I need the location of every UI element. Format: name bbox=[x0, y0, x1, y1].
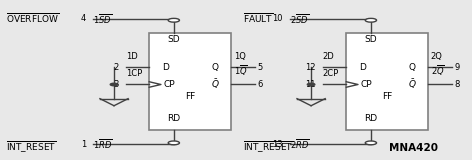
Text: 10: 10 bbox=[272, 14, 283, 23]
Text: 9: 9 bbox=[454, 63, 459, 72]
Circle shape bbox=[168, 141, 179, 145]
Circle shape bbox=[307, 83, 315, 86]
Text: $\overline{\mathrm{FAULT}}$: $\overline{\mathrm{FAULT}}$ bbox=[243, 11, 273, 25]
Text: Q: Q bbox=[211, 63, 219, 72]
Text: SD: SD bbox=[364, 35, 377, 44]
Text: 1$\overline{RD}$: 1$\overline{RD}$ bbox=[93, 137, 112, 152]
Text: 13: 13 bbox=[272, 140, 283, 149]
Circle shape bbox=[110, 83, 118, 86]
Text: $\overline{\mathrm{OVERFLOW}}$: $\overline{\mathrm{OVERFLOW}}$ bbox=[6, 11, 59, 25]
Text: 8: 8 bbox=[454, 80, 460, 89]
Circle shape bbox=[365, 18, 377, 22]
Text: 4: 4 bbox=[81, 14, 86, 23]
Text: $\bar{Q}$: $\bar{Q}$ bbox=[408, 78, 416, 91]
Text: 1: 1 bbox=[81, 140, 86, 149]
Text: CP: CP bbox=[361, 80, 372, 89]
Text: FF: FF bbox=[382, 92, 392, 101]
Text: 1$\overline{Q}$: 1$\overline{Q}$ bbox=[234, 63, 248, 78]
Text: RD: RD bbox=[167, 114, 180, 123]
Text: 2Q: 2Q bbox=[431, 52, 443, 61]
Text: D: D bbox=[162, 63, 169, 72]
Text: 1Q: 1Q bbox=[234, 52, 245, 61]
Text: SD: SD bbox=[168, 35, 180, 44]
Text: 2$\overline{RD}$: 2$\overline{RD}$ bbox=[290, 137, 310, 152]
Text: 6: 6 bbox=[257, 80, 262, 89]
Bar bbox=[346, 33, 429, 130]
Text: 5: 5 bbox=[257, 63, 262, 72]
Text: 1CP: 1CP bbox=[126, 69, 142, 78]
Text: CP: CP bbox=[164, 80, 176, 89]
Text: D: D bbox=[359, 63, 366, 72]
Circle shape bbox=[168, 18, 179, 22]
Text: FF: FF bbox=[185, 92, 195, 101]
Bar bbox=[149, 33, 231, 130]
Text: 1D: 1D bbox=[126, 52, 137, 61]
Text: Q: Q bbox=[408, 63, 415, 72]
Circle shape bbox=[365, 141, 377, 145]
Text: RD: RD bbox=[364, 114, 378, 123]
Text: 3: 3 bbox=[113, 80, 118, 89]
Text: 2: 2 bbox=[113, 63, 118, 72]
Text: 2$\overline{SD}$: 2$\overline{SD}$ bbox=[290, 12, 309, 26]
Text: 1$\overline{SD}$: 1$\overline{SD}$ bbox=[93, 12, 112, 26]
Text: MNA420: MNA420 bbox=[389, 143, 438, 153]
Text: 2D: 2D bbox=[323, 52, 335, 61]
Text: 2CP: 2CP bbox=[323, 69, 339, 78]
Text: $\overline{\mathrm{INT\_RESET}}$: $\overline{\mathrm{INT\_RESET}}$ bbox=[243, 140, 293, 155]
Text: 11: 11 bbox=[305, 80, 316, 89]
Text: $\overline{\mathrm{INT\_RESET}}$: $\overline{\mathrm{INT\_RESET}}$ bbox=[6, 140, 56, 155]
Text: $\bar{Q}$: $\bar{Q}$ bbox=[211, 78, 219, 91]
Text: 2$\overline{Q}$: 2$\overline{Q}$ bbox=[431, 63, 445, 78]
Text: 12: 12 bbox=[305, 63, 316, 72]
